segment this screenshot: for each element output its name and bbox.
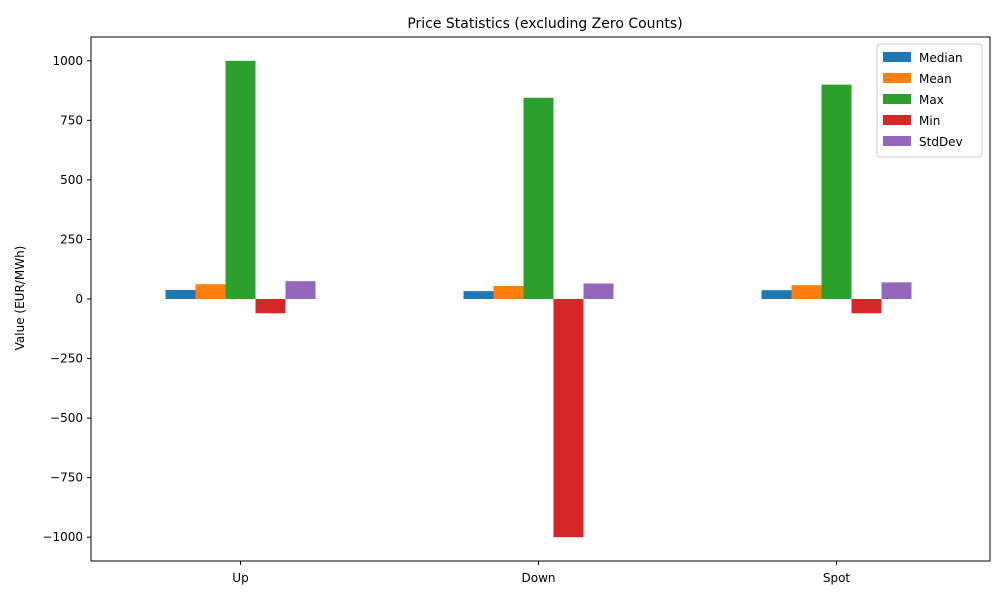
- y-axis-label: Value (EUR/MWh): [13, 246, 27, 351]
- bar-mean-spot: [791, 285, 822, 299]
- y-tick-label: 750: [60, 113, 83, 127]
- legend-box: [876, 43, 983, 158]
- bar-min-spot: [851, 299, 882, 314]
- legend-label-max: Max: [919, 93, 944, 107]
- x-tick-label: Up: [232, 571, 248, 585]
- bar-median-spot: [761, 290, 792, 299]
- bar-min-up: [255, 299, 286, 314]
- bar-stddev-down: [583, 283, 614, 299]
- legend-label-min: Min: [919, 114, 940, 128]
- y-tick-label: −250: [50, 352, 83, 366]
- legend-label-mean: Mean: [919, 72, 952, 86]
- legend-swatch-mean: [883, 73, 911, 83]
- bar-mean-down: [493, 285, 524, 299]
- plot-frame: [90, 36, 991, 562]
- x-tick-label: Spot: [823, 571, 851, 585]
- bar-min-down: [553, 299, 584, 538]
- bar-median-down: [463, 291, 494, 299]
- y-tick-label: 1000: [52, 54, 83, 68]
- y-tick-label: −750: [50, 471, 83, 485]
- bar-max-down: [523, 97, 554, 300]
- legend: Median Mean Max Min StdDev: [876, 43, 983, 158]
- legend-swatch-min: [883, 115, 911, 125]
- y-axis-ticks: −1000 −750 −500 −250 0 250 500 750 1000: [42, 54, 91, 544]
- chart-title: Price Statistics (excluding Zero Counts): [407, 16, 682, 32]
- y-tick-label: −1000: [42, 530, 83, 544]
- legend-label-median: Median: [919, 51, 963, 65]
- bar-stddev-up: [285, 281, 316, 299]
- legend-swatch-max: [883, 94, 911, 104]
- bar-stddev-spot: [881, 282, 912, 299]
- y-tick-label: 500: [60, 173, 83, 187]
- x-tick-label: Down: [521, 571, 555, 585]
- y-tick-label: 250: [60, 232, 83, 246]
- legend-label-stddev: StdDev: [919, 135, 963, 149]
- y-tick-label: −500: [50, 411, 83, 425]
- y-tick-label: 0: [75, 292, 83, 306]
- legend-swatch-stddev: [883, 136, 911, 146]
- bar-max-spot: [821, 84, 852, 300]
- bars-group: [165, 60, 912, 538]
- bar-median-up: [165, 289, 196, 299]
- bar-mean-up: [195, 284, 226, 299]
- legend-swatch-median: [883, 52, 911, 62]
- bar-max-up: [225, 60, 256, 300]
- x-axis-ticks: Up Down Spot: [232, 561, 850, 585]
